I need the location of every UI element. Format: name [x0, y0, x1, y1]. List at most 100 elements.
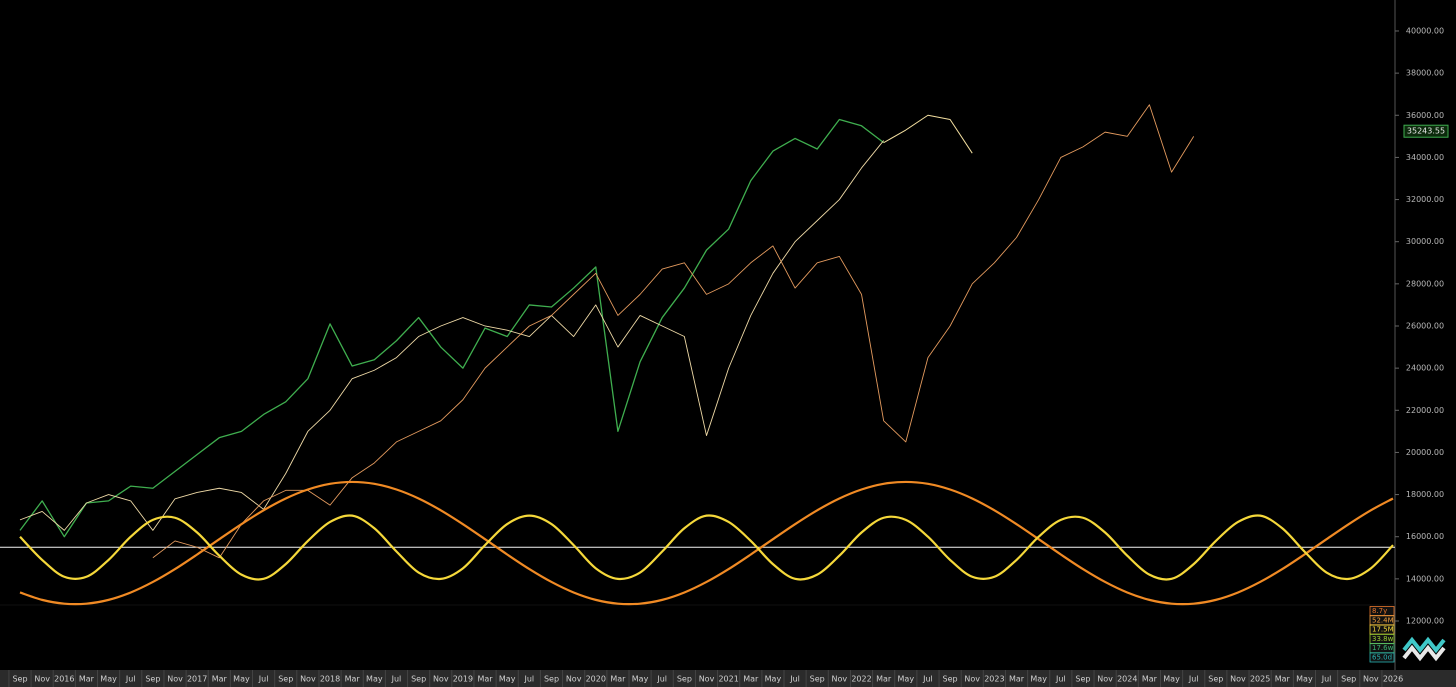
y-tick-label: 22000.00 [1406, 406, 1444, 415]
x-tick-label: Mar [743, 675, 759, 684]
x-tick-label: 2024 [1117, 675, 1137, 684]
x-tick-label: Nov [167, 675, 183, 684]
x-tick-label: Nov [1097, 675, 1113, 684]
y-tick-label: 12000.00 [1406, 617, 1444, 626]
x-tick-label: Nov [1363, 675, 1379, 684]
x-tick-label: May [1296, 675, 1313, 684]
cycle-legend-label: 65.0d [1372, 654, 1392, 662]
x-tick-label: Jul [1055, 675, 1066, 684]
x-tick-label: Mar [1142, 675, 1158, 684]
x-tick-label: Nov [964, 675, 980, 684]
cycle-legend-label: 52.4M [1372, 616, 1394, 624]
series-line [152, 104, 1195, 559]
y-tick-label: 38000.00 [1406, 69, 1444, 78]
y-tick-label: 34000.00 [1406, 153, 1444, 162]
x-tick-label: Nov [1230, 675, 1246, 684]
x-tick-label: Sep [1075, 675, 1090, 684]
x-tick-label: Jul [125, 675, 136, 684]
y-tick-label: 30000.00 [1406, 237, 1444, 246]
x-tick-label: Jul [922, 675, 933, 684]
x-tick-label: 2025 [1250, 675, 1270, 684]
series-line [19, 118, 885, 538]
y-tick-label: 16000.00 [1406, 532, 1444, 541]
x-tick-label: Mar [212, 675, 228, 684]
price-label: 35243.55 [1407, 127, 1445, 136]
x-tick-label: 2017 [187, 675, 207, 684]
x-tick-label: Sep [544, 675, 559, 684]
x-tick-label: 2016 [54, 675, 74, 684]
cycle-legend-label: 33.8w [1372, 635, 1394, 643]
x-tick-label: Sep [12, 675, 27, 684]
x-tick-label: Mar [79, 675, 95, 684]
cycle-legend-label: 8.7y [1372, 607, 1387, 615]
x-tick-label: Jul [1321, 675, 1332, 684]
y-tick-label: 24000.00 [1406, 364, 1444, 373]
y-tick-label: 36000.00 [1406, 111, 1444, 120]
x-tick-label: Sep [677, 675, 692, 684]
x-tick-label: May [499, 675, 516, 684]
x-tick-label: Sep [278, 675, 293, 684]
x-tick-label: Jul [524, 675, 535, 684]
x-tick-label: Sep [810, 675, 825, 684]
x-tick-label: May [1163, 675, 1180, 684]
x-tick-label: 2023 [984, 675, 1004, 684]
cycle-legend-label: 17.5M [1372, 626, 1394, 634]
logo [1402, 636, 1446, 662]
y-tick-label: 18000.00 [1406, 490, 1444, 499]
x-tick-label: May [366, 675, 383, 684]
x-tick-label: Mar [1275, 675, 1291, 684]
y-tick-label: 32000.00 [1406, 195, 1444, 204]
y-tick-label: 26000.00 [1406, 321, 1444, 330]
x-axis-bar [0, 670, 1456, 687]
x-tick-label: Jul [391, 675, 402, 684]
series-line [883, 114, 973, 154]
series-line [19, 140, 885, 531]
x-tick-label: Mar [478, 675, 494, 684]
x-tick-label: May [100, 675, 117, 684]
x-tick-label: Sep [1208, 675, 1223, 684]
series-line [19, 514, 1394, 581]
x-tick-label: Mar [610, 675, 626, 684]
y-tick-label: 14000.00 [1406, 574, 1444, 583]
x-tick-label: 2022 [851, 675, 871, 684]
y-tick-label: 28000.00 [1406, 279, 1444, 288]
x-tick-label: 2019 [453, 675, 473, 684]
x-tick-label: Jul [789, 675, 800, 684]
x-tick-label: Sep [145, 675, 160, 684]
x-tick-label: 2018 [320, 675, 340, 684]
x-tick-label: Jul [1188, 675, 1199, 684]
x-tick-label: Jul [656, 675, 667, 684]
series-line [19, 480, 1394, 606]
x-tick-label: 2026 [1383, 675, 1403, 684]
x-tick-label: Nov [832, 675, 848, 684]
x-tick-label: Nov [34, 675, 50, 684]
logo-mark [1402, 644, 1446, 662]
x-tick-label: May [233, 675, 250, 684]
cycle-legend-label: 17.6w [1372, 644, 1394, 652]
x-tick-label: 2021 [718, 675, 738, 684]
x-tick-label: 2020 [586, 675, 606, 684]
x-tick-label: Jul [258, 675, 269, 684]
x-tick-label: Sep [1341, 675, 1356, 684]
y-tick-label: 40000.00 [1406, 26, 1444, 35]
logo-mark [1402, 636, 1446, 654]
x-tick-label: Mar [345, 675, 361, 684]
x-tick-label: May [765, 675, 782, 684]
x-tick-label: May [898, 675, 915, 684]
x-tick-label: Mar [876, 675, 892, 684]
cycle-legend-box [1369, 652, 1395, 663]
y-tick-label: 20000.00 [1406, 448, 1444, 457]
price-box [1403, 124, 1449, 138]
x-tick-label: May [632, 675, 649, 684]
x-tick-label: Sep [943, 675, 958, 684]
x-tick-label: May [1030, 675, 1047, 684]
x-tick-label: Nov [300, 675, 316, 684]
x-tick-label: Nov [566, 675, 582, 684]
x-tick-label: Nov [699, 675, 715, 684]
x-tick-label: Mar [1009, 675, 1025, 684]
x-tick-label: Sep [411, 675, 426, 684]
x-tick-label: Nov [433, 675, 449, 684]
